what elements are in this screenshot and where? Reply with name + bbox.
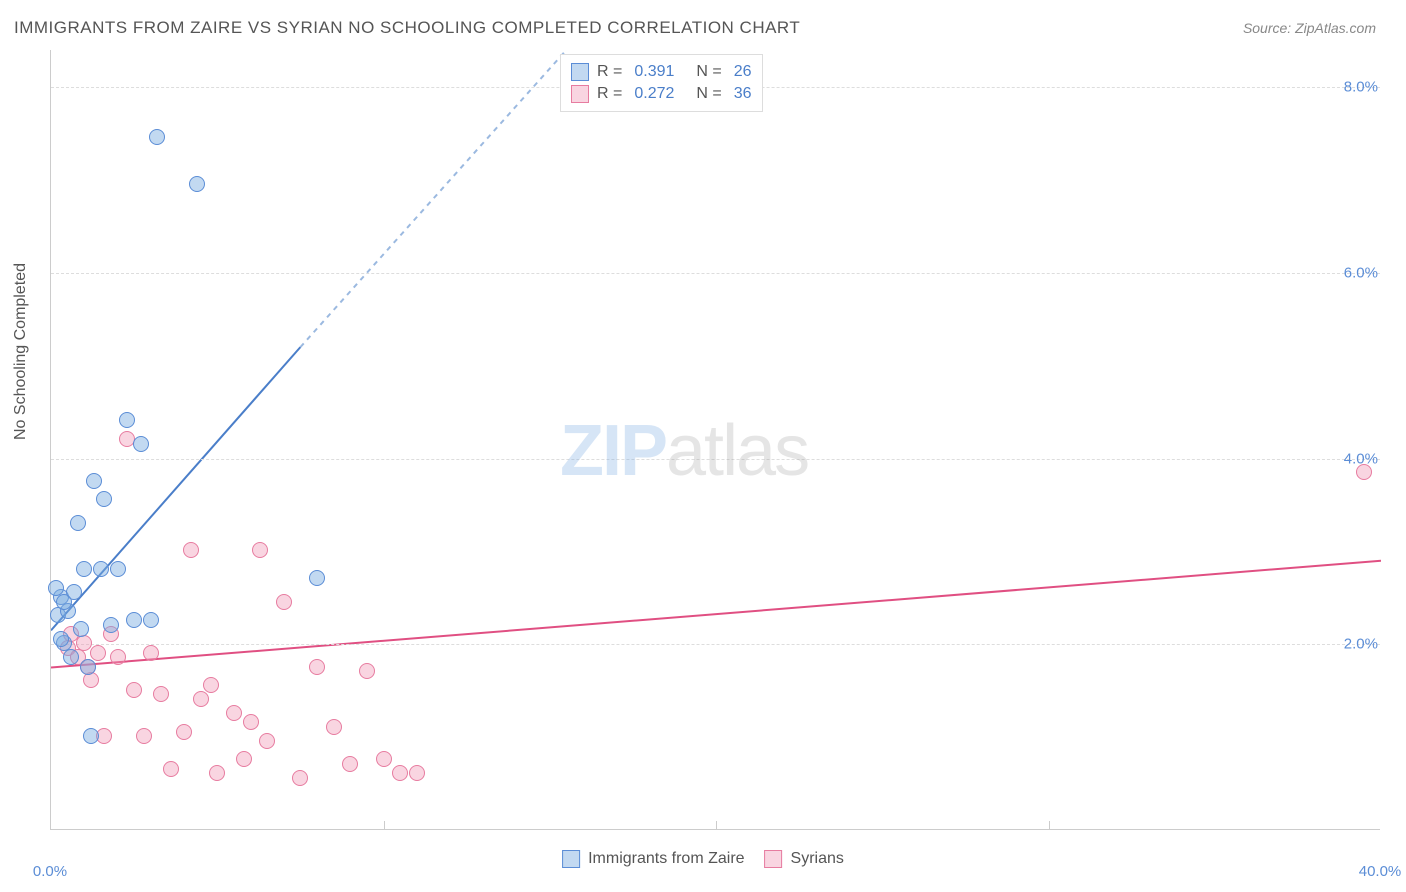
- legend-label-syrians: Syrians: [791, 850, 844, 868]
- data-point-syrians: [203, 677, 219, 693]
- chart-title: IMMIGRANTS FROM ZAIRE VS SYRIAN NO SCHOO…: [14, 18, 800, 38]
- data-point-syrians: [409, 765, 425, 781]
- xtick-mark: [1049, 821, 1050, 829]
- data-point-zaire: [63, 649, 79, 665]
- data-point-syrians: [259, 733, 275, 749]
- stat-n-syrians: 36: [734, 85, 752, 103]
- gridline: [51, 273, 1380, 274]
- data-point-zaire: [48, 580, 64, 596]
- legend-swatch-pink-icon: [765, 850, 783, 868]
- legend-label-zaire: Immigrants from Zaire: [588, 850, 744, 868]
- data-point-syrians: [359, 663, 375, 679]
- data-point-syrians: [163, 761, 179, 777]
- data-point-zaire: [73, 621, 89, 637]
- data-point-syrians: [126, 682, 142, 698]
- gridline: [51, 644, 1380, 645]
- data-point-syrians: [153, 686, 169, 702]
- stat-r-label2: R =: [597, 85, 622, 103]
- stat-row-syrians: R = 0.272 N = 36: [571, 83, 752, 105]
- data-point-syrians: [90, 645, 106, 661]
- data-point-syrians: [236, 751, 252, 767]
- data-point-syrians: [376, 751, 392, 767]
- stat-n-label2: N =: [696, 85, 721, 103]
- gridline: [51, 459, 1380, 460]
- plot-area: [50, 50, 1380, 830]
- ytick-label: 4.0%: [1344, 450, 1378, 467]
- chart-container: IMMIGRANTS FROM ZAIRE VS SYRIAN NO SCHOO…: [0, 0, 1406, 892]
- data-point-syrians: [326, 719, 342, 735]
- data-point-syrians: [176, 724, 192, 740]
- data-point-syrians: [136, 728, 152, 744]
- data-point-syrians: [193, 691, 209, 707]
- stat-n-label: N =: [696, 63, 721, 81]
- data-point-syrians: [276, 594, 292, 610]
- xtick-label: 0.0%: [33, 863, 67, 880]
- data-point-zaire: [110, 561, 126, 577]
- data-point-zaire: [119, 412, 135, 428]
- data-point-syrians: [342, 756, 358, 772]
- data-point-zaire: [70, 515, 86, 531]
- ytick-label: 2.0%: [1344, 636, 1378, 653]
- stat-row-zaire: R = 0.391 N = 26: [571, 61, 752, 83]
- data-point-zaire: [93, 561, 109, 577]
- source-label: Source: ZipAtlas.com: [1243, 20, 1376, 36]
- stat-n-zaire: 26: [734, 63, 752, 81]
- data-point-syrians: [392, 765, 408, 781]
- data-point-zaire: [309, 570, 325, 586]
- data-point-zaire: [96, 491, 112, 507]
- data-point-zaire: [149, 129, 165, 145]
- swatch-pink-icon: [571, 85, 589, 103]
- bottom-legend: Immigrants from Zaire Syrians: [562, 850, 844, 868]
- data-point-syrians: [209, 765, 225, 781]
- data-point-syrians: [292, 770, 308, 786]
- xtick-label: 40.0%: [1359, 863, 1402, 880]
- data-point-zaire: [189, 176, 205, 192]
- data-point-syrians: [183, 542, 199, 558]
- data-point-zaire: [76, 561, 92, 577]
- data-point-zaire: [53, 631, 69, 647]
- stat-r-zaire: 0.391: [634, 63, 674, 81]
- data-point-syrians: [110, 649, 126, 665]
- legend-swatch-blue-icon: [562, 850, 580, 868]
- swatch-blue-icon: [571, 63, 589, 81]
- data-point-zaire: [133, 436, 149, 452]
- stat-r-label: R =: [597, 63, 622, 81]
- data-point-zaire: [103, 617, 119, 633]
- data-point-syrians: [143, 645, 159, 661]
- ytick-label: 6.0%: [1344, 264, 1378, 281]
- xtick-mark: [384, 821, 385, 829]
- stat-r-syrians: 0.272: [634, 85, 674, 103]
- data-point-syrians: [309, 659, 325, 675]
- data-point-syrians: [226, 705, 242, 721]
- legend-item-zaire: Immigrants from Zaire: [562, 850, 744, 868]
- y-axis-label: No Schooling Completed: [12, 263, 30, 440]
- data-point-syrians: [83, 672, 99, 688]
- data-point-zaire: [83, 728, 99, 744]
- regression-lines: [51, 50, 1381, 830]
- legend-item-syrians: Syrians: [765, 850, 844, 868]
- data-point-zaire: [56, 594, 72, 610]
- data-point-zaire: [126, 612, 142, 628]
- data-point-zaire: [86, 473, 102, 489]
- data-point-zaire: [80, 659, 96, 675]
- xtick-mark: [716, 821, 717, 829]
- data-point-zaire: [143, 612, 159, 628]
- stat-legend: R = 0.391 N = 26 R = 0.272 N = 36: [560, 54, 763, 112]
- data-point-syrians: [252, 542, 268, 558]
- data-point-syrians: [243, 714, 259, 730]
- ytick-label: 8.0%: [1344, 79, 1378, 96]
